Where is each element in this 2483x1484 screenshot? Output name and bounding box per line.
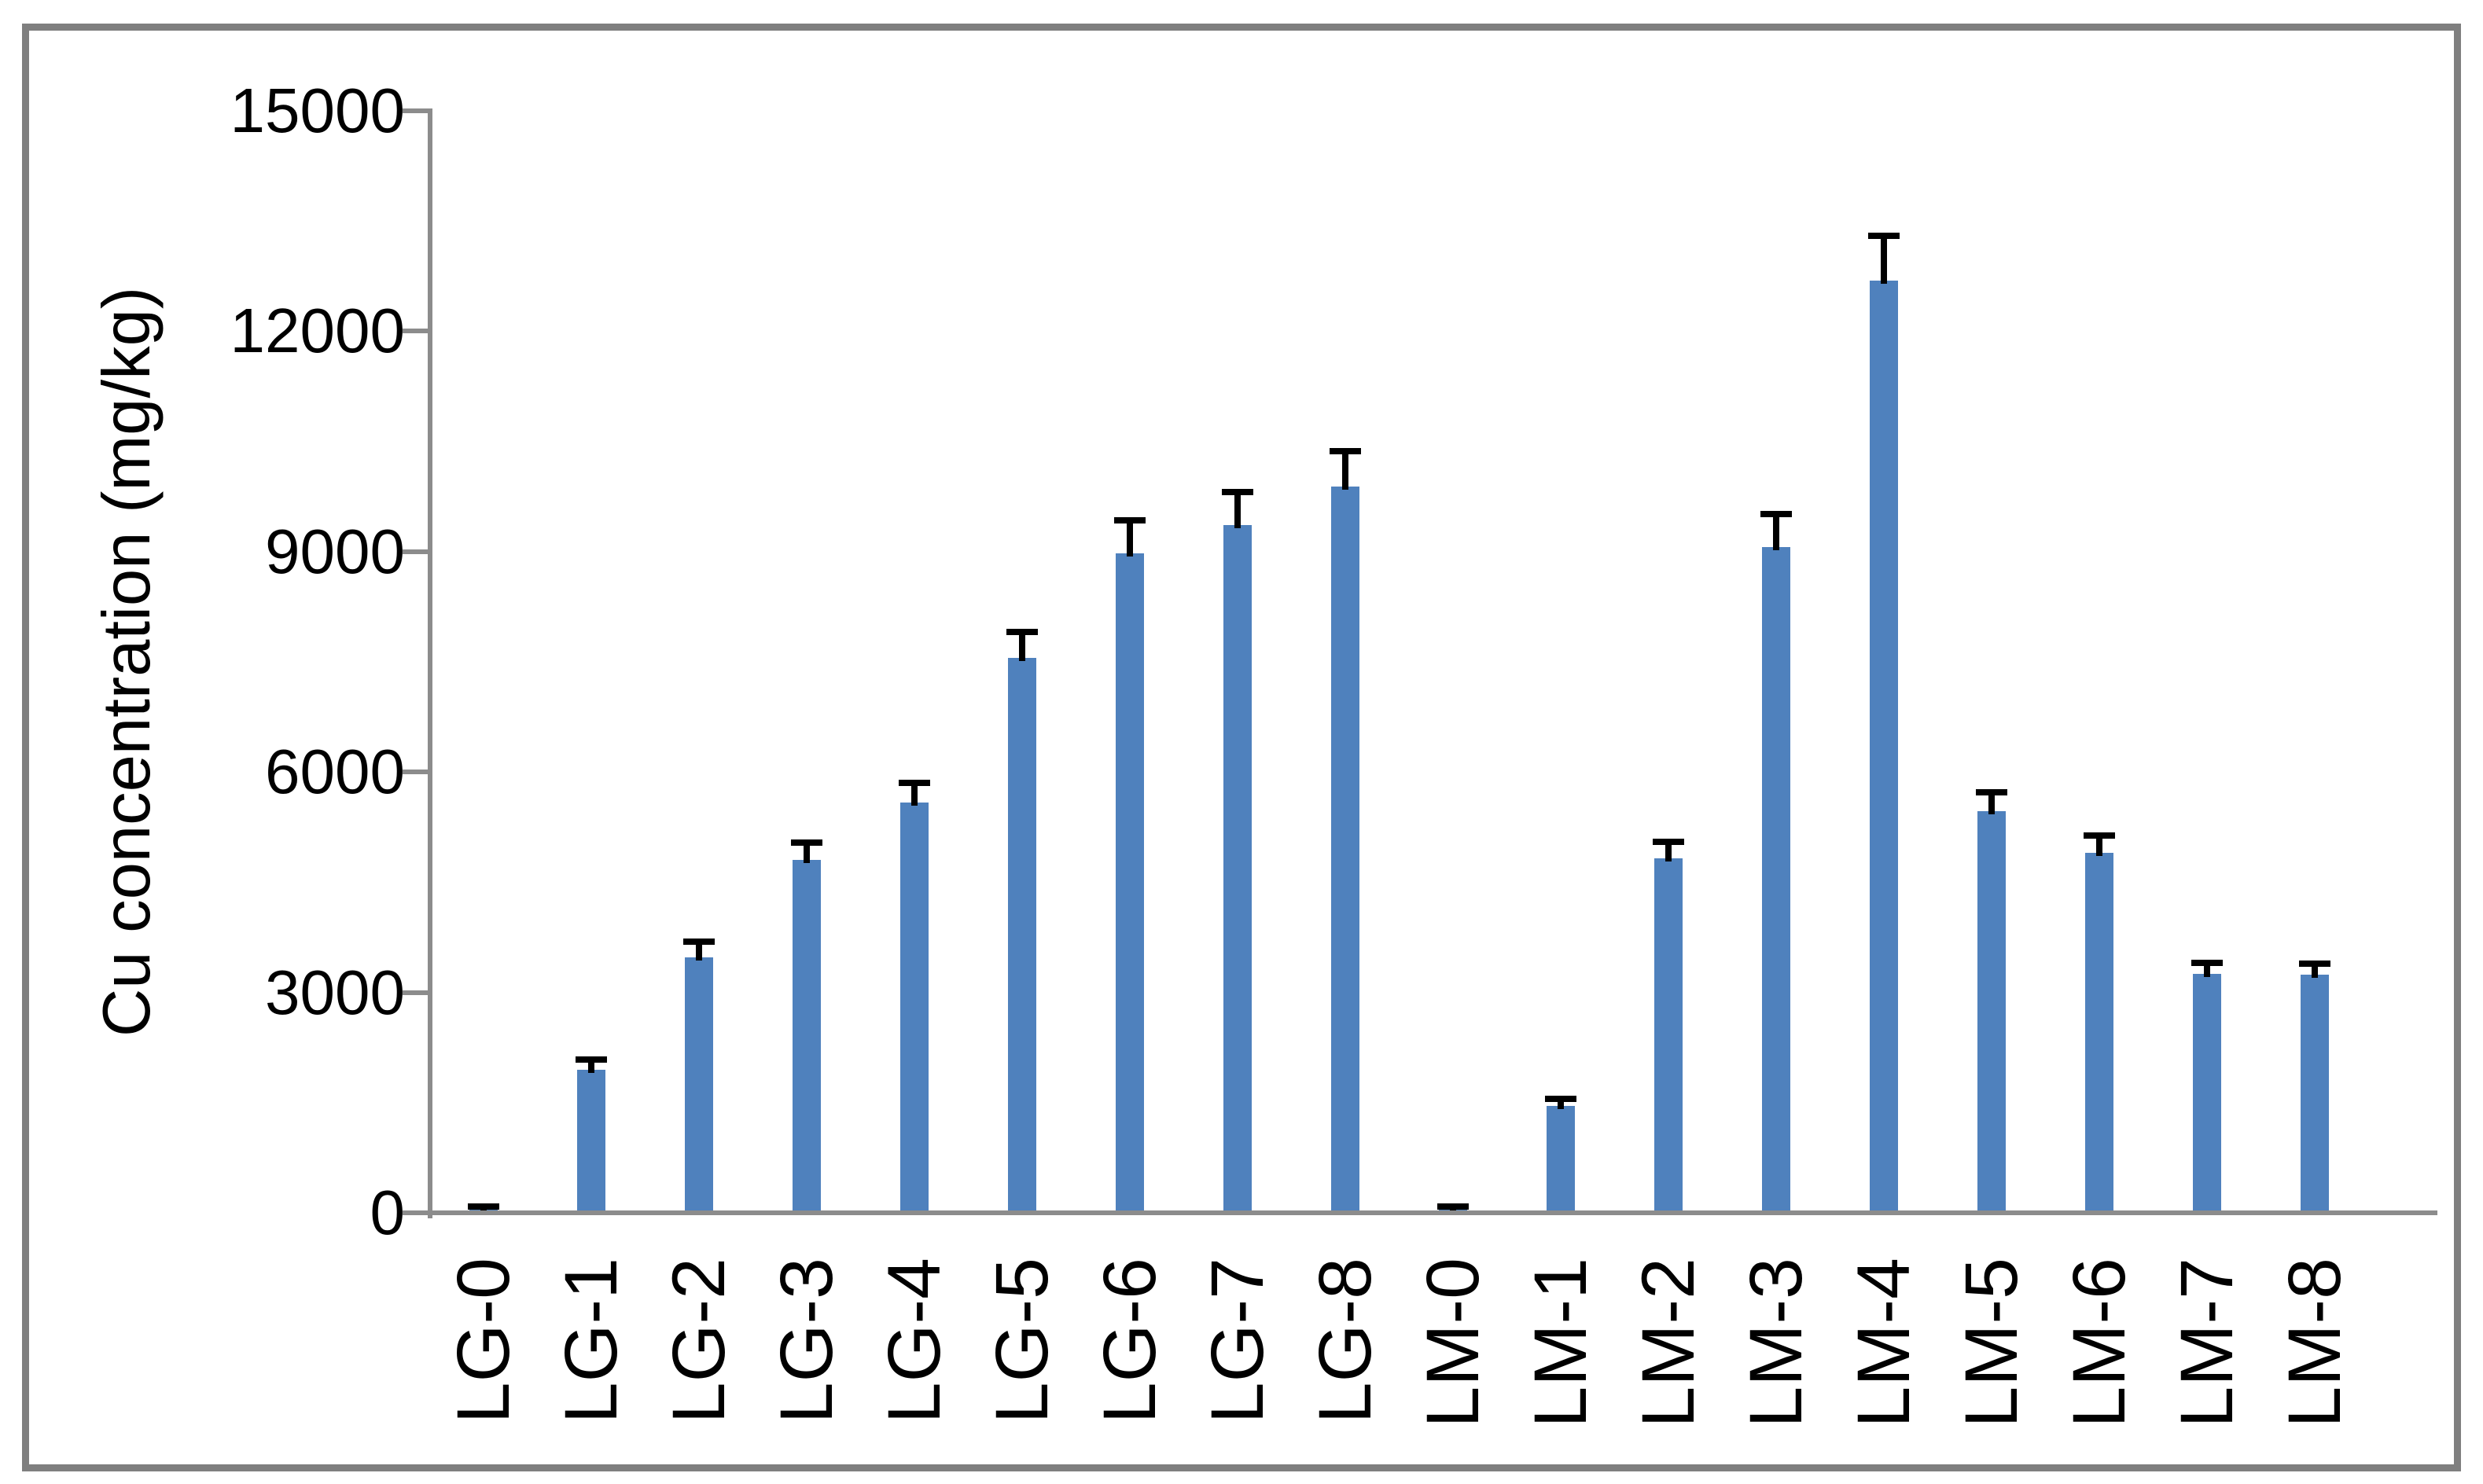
bar-LM-7 — [2193, 974, 2221, 1213]
bar-LM-5 — [1977, 811, 2006, 1213]
error-bar-cap — [576, 1056, 607, 1063]
x-tick-label-LG-8: LG-8 — [1304, 1258, 1387, 1424]
y-tick-label: 15000 — [230, 75, 405, 145]
y-axis-line — [428, 108, 432, 1218]
x-axis-line — [428, 1210, 2437, 1215]
bar-LG-7 — [1223, 525, 1252, 1213]
x-tick-label-LM-5: LM-5 — [1950, 1258, 2033, 1428]
error-bar-cap — [1330, 447, 1361, 454]
bar-LG-1 — [577, 1070, 605, 1213]
y-tick-label: 0 — [370, 1177, 406, 1247]
x-tick-label-LM-0: LM-0 — [1411, 1258, 1495, 1428]
bar-LM-2 — [1654, 858, 1683, 1213]
error-bar-cap — [1760, 511, 1792, 518]
x-tick-label-LG-5: LG-5 — [980, 1258, 1064, 1424]
bar-LG-3 — [793, 860, 821, 1213]
error-bar-cap — [791, 839, 822, 846]
x-tick-label-LG-4: LG-4 — [873, 1258, 956, 1424]
error-bar-stem — [1881, 236, 1887, 284]
error-bar-cap — [468, 1203, 499, 1210]
error-bar-stem — [480, 1207, 487, 1213]
error-bar-stem — [804, 843, 810, 863]
error-bar-stem — [1665, 842, 1672, 861]
error-bar-stem — [1988, 792, 1995, 814]
y-tick-label: 12000 — [230, 296, 405, 366]
error-bar-cap — [1006, 628, 1038, 635]
error-bar-cap — [1222, 489, 1253, 496]
error-bar-cap — [2191, 960, 2223, 967]
error-bar-cap — [1437, 1203, 1469, 1210]
error-bar-cap — [2299, 961, 2330, 968]
bar-LG-5 — [1008, 658, 1036, 1213]
y-tick-mark — [403, 329, 428, 334]
x-tick-label-LM-3: LM-3 — [1734, 1258, 1818, 1428]
x-tick-label-LM-2: LM-2 — [1627, 1258, 1710, 1428]
x-tick-label-LM-7: LM-7 — [2165, 1258, 2249, 1428]
error-bar-cap — [683, 939, 715, 946]
bar-LG-4 — [900, 803, 929, 1213]
x-tick-label-LG-6: LG-6 — [1088, 1258, 1172, 1424]
error-bar-cap — [1545, 1096, 1576, 1103]
error-bar-cap — [1868, 232, 1900, 239]
error-bar-stem — [1450, 1207, 1456, 1213]
y-tick-mark — [403, 1210, 428, 1215]
error-bar-stem — [1127, 521, 1133, 556]
error-bar-cap — [1653, 838, 1684, 845]
bar-LM-4 — [1870, 281, 1898, 1213]
x-tick-label-LG-0: LG-0 — [442, 1258, 525, 1424]
error-bar-stem — [588, 1060, 594, 1073]
error-bar-stem — [2312, 964, 2318, 978]
x-tick-label-LG-7: LG-7 — [1196, 1258, 1279, 1424]
error-bar-stem — [1019, 632, 1025, 661]
bar-LM-6 — [2085, 853, 2113, 1213]
error-bar-cap — [2084, 832, 2115, 839]
x-tick-label-LG-3: LG-3 — [765, 1258, 848, 1424]
error-bar-stem — [1558, 1100, 1564, 1109]
figure-frame: Cu concentration (mg/kg) 0 3000 6000 9000 12… — [22, 24, 2461, 1471]
y-tick-label: 9000 — [265, 516, 405, 586]
bar-LG-2 — [685, 957, 713, 1213]
bar-LM-3 — [1762, 547, 1790, 1213]
error-bar-stem — [696, 942, 702, 961]
x-tick-label-LG-1: LG-1 — [550, 1258, 633, 1424]
y-tick-label: 6000 — [265, 736, 405, 807]
error-bar-stem — [1234, 493, 1241, 528]
error-bar-stem — [1773, 515, 1779, 550]
error-bar-stem — [2204, 964, 2210, 977]
bar-LG-8 — [1331, 487, 1359, 1213]
bar-LG-6 — [1116, 553, 1144, 1213]
error-bar-cap — [899, 780, 930, 787]
error-bar-stem — [911, 784, 918, 806]
x-tick-label-LM-4: LM-4 — [1842, 1258, 1926, 1428]
y-axis-title: Cu concentration (mg/kg) — [90, 286, 164, 1038]
error-bar-cap — [1114, 517, 1146, 524]
error-bar-stem — [1342, 451, 1348, 490]
error-bar-cap — [1976, 788, 2007, 795]
error-bar-stem — [2096, 836, 2102, 856]
y-tick-mark — [403, 108, 428, 113]
x-tick-label-LM-1: LM-1 — [1519, 1258, 1602, 1428]
bar-LM-1 — [1547, 1106, 1575, 1213]
y-tick-mark — [403, 549, 428, 554]
x-tick-label-LM-8: LM-8 — [2273, 1258, 2356, 1428]
x-tick-label-LM-6: LM-6 — [2058, 1258, 2141, 1428]
x-tick-label-LG-2: LG-2 — [657, 1258, 741, 1424]
bar-LM-8 — [2301, 975, 2329, 1213]
y-tick-mark — [403, 990, 428, 995]
y-tick-mark — [403, 770, 428, 775]
y-tick-label: 3000 — [265, 957, 405, 1027]
